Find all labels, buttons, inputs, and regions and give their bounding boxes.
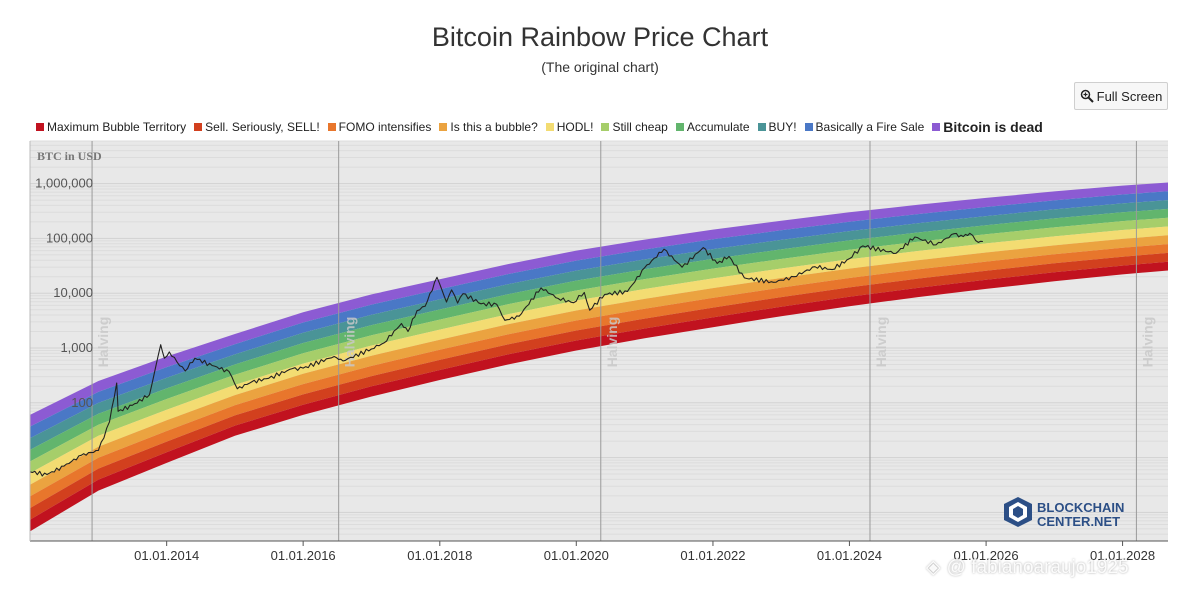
legend-label: Maximum Bubble Territory (47, 120, 187, 134)
axes: 01.01.2014 01.01.2016 01.01.2018 01.01.2020… (29, 141, 1168, 563)
legend-label: FOMO intensifies (338, 120, 432, 134)
y-tick-label: 1,000 (60, 340, 93, 355)
x-tick-label: 01.01.2022 (680, 548, 745, 563)
legend-item[interactable]: Accumulate (675, 120, 750, 134)
y-tick-label: 1,000,000 (35, 176, 93, 191)
legend-swatch (36, 123, 44, 131)
legend-label: Sell. Seriously, SELL! (205, 120, 320, 134)
watermark-text: @ fabianoaraujo1925 (946, 556, 1129, 578)
x-tick-label: 01.01.2014 (134, 548, 199, 563)
legend-swatch (601, 123, 610, 131)
legend-swatch (804, 123, 813, 131)
price-series (29, 232, 983, 477)
watermark: ◈ @ fabianoaraujo1925 (926, 556, 1129, 579)
legend-swatch (327, 123, 336, 131)
legend-swatch (675, 123, 684, 131)
legend-label: Bitcoin is dead (943, 119, 1043, 135)
legend-label: Is this a bubble? (450, 120, 538, 134)
y-tick-label: 100,000 (46, 230, 93, 245)
legend: Maximum Bubble Territory Sell. Seriously,… (36, 119, 1170, 135)
x-tick-label: 01.01.2016 (271, 548, 336, 563)
halving-label: Halving (1139, 317, 1155, 368)
logo-line2: CENTER.NET (1037, 514, 1120, 529)
legend-item[interactable]: HODL! (545, 120, 594, 134)
diamond-icon: ◈ (926, 557, 941, 578)
fullscreen-button[interactable]: Full Screen (1074, 82, 1168, 110)
legend-label: Accumulate (686, 120, 750, 134)
chart-subtitle: (The original chart) (541, 59, 659, 75)
legend-item[interactable]: FOMO intensifies (327, 120, 432, 134)
y-tick-label: 10,000 (53, 285, 93, 300)
x-tick-label: 01.01.2018 (407, 548, 472, 563)
zoom-icon (1080, 89, 1094, 103)
x-tick-label: 01.01.2020 (544, 548, 609, 563)
legend-item[interactable]: Sell. Seriously, SELL! (194, 120, 320, 134)
legend-swatch (932, 123, 941, 131)
legend-item[interactable]: Is this a bubble? (439, 120, 538, 134)
x-tick-label: 01.01.2028 (1090, 548, 1155, 563)
logo-line1: BLOCKCHAIN (1037, 500, 1124, 515)
chart-title: Bitcoin Rainbow Price Chart (431, 22, 769, 52)
fullscreen-label: Full Screen (1096, 88, 1163, 104)
legend-swatch (439, 123, 448, 131)
legend-label: HODL! (556, 120, 594, 134)
legend-item[interactable]: Bitcoin is dead (932, 119, 1043, 135)
legend-label: Basically a Fire Sale (815, 120, 925, 134)
legend-item[interactable]: BUY! (757, 120, 797, 134)
legend-label: Still cheap (612, 120, 668, 134)
halving-markers: Halving Halving Halving Halving Halving (91, 141, 1155, 541)
price-line (29, 232, 983, 477)
x-tick-label: 01.01.2024 (817, 548, 882, 563)
blockchaincenter-logo: BLOCKCHAIN CENTER.NET (1004, 497, 1124, 529)
halving-label: Halving (604, 317, 620, 368)
halving-label: Halving (342, 317, 358, 368)
y-axis-title: BTC in USD (37, 149, 102, 163)
y-tick-label: 100 (71, 395, 93, 410)
legend-swatch (194, 123, 203, 131)
halving-label: Halving (873, 317, 889, 368)
legend-label: BUY! (768, 120, 797, 134)
legend-item[interactable]: Still cheap (601, 120, 668, 134)
halving-label: Halving (95, 317, 111, 368)
x-tick-label: 01.01.2026 (954, 548, 1019, 563)
legend-swatch (545, 123, 554, 131)
legend-item[interactable]: Maximum Bubble Territory (36, 120, 186, 134)
legend-item[interactable]: Basically a Fire Sale (804, 120, 925, 134)
legend-swatch (757, 123, 766, 131)
